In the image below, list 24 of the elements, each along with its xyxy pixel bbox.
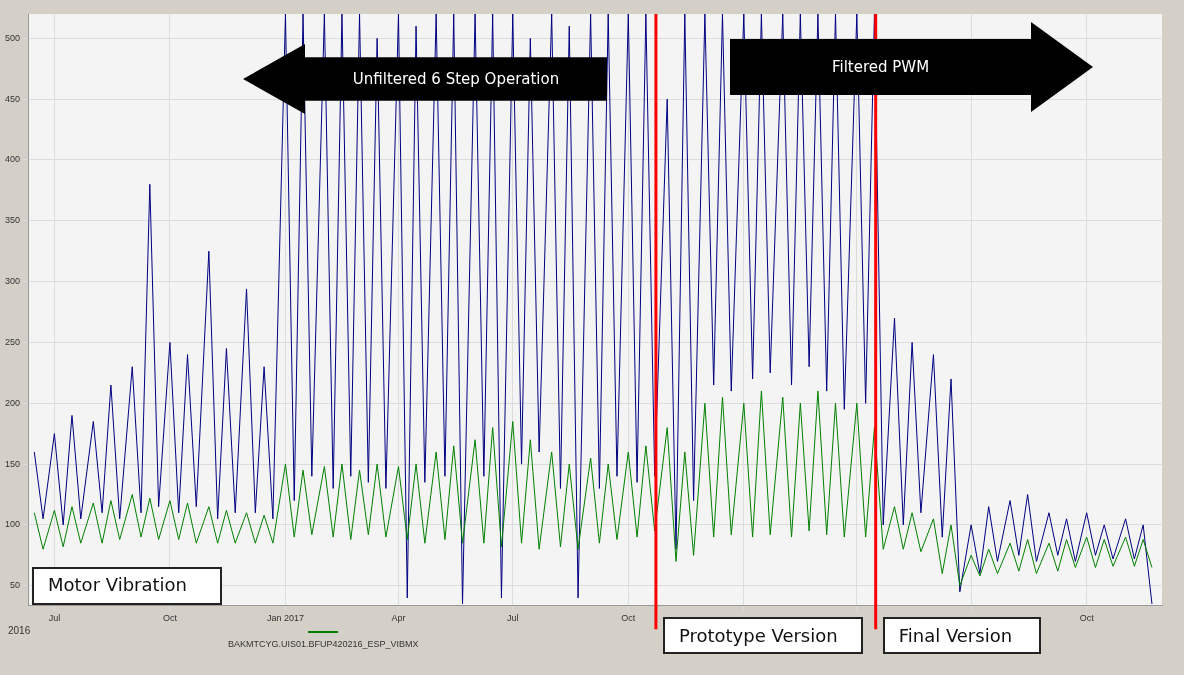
x-tick-label: Jul	[48, 613, 61, 624]
y-tick-label: 50	[10, 580, 21, 591]
y-tick-label: 100	[4, 519, 21, 530]
x-tick-label: Jul	[507, 613, 519, 624]
y-tick-label: 200	[4, 397, 21, 408]
x-tick-label: Jan 2017	[266, 613, 304, 624]
x-tick-label: Oct	[621, 613, 636, 624]
y-tick-label: 250	[4, 336, 21, 347]
x-tick-label: Apr	[391, 613, 406, 624]
ref-line-label: Prototype Version	[662, 617, 863, 655]
text: 2016	[8, 625, 31, 637]
y-tick-label: 350	[4, 215, 21, 226]
ref-line-label: Final Version	[882, 617, 1041, 655]
annotation: Motor Vibration	[32, 567, 223, 606]
annotation: Filtered PWM	[831, 58, 930, 76]
x-tick-label: Oct	[162, 613, 178, 624]
legend-label: BAKMTCYG.UIS01.BFUP420216_ESP_VIBMX	[228, 639, 419, 650]
y-tick-label: 450	[4, 93, 21, 104]
y-tick-label: 500	[4, 32, 21, 43]
x-tick-label: Oct	[1079, 613, 1095, 624]
y-tick-label: 150	[4, 458, 21, 469]
y-tick-label: 400	[4, 154, 21, 165]
y-tick-label: 300	[4, 276, 21, 287]
annotation: Unfiltered 6 Step Operation	[352, 70, 560, 88]
